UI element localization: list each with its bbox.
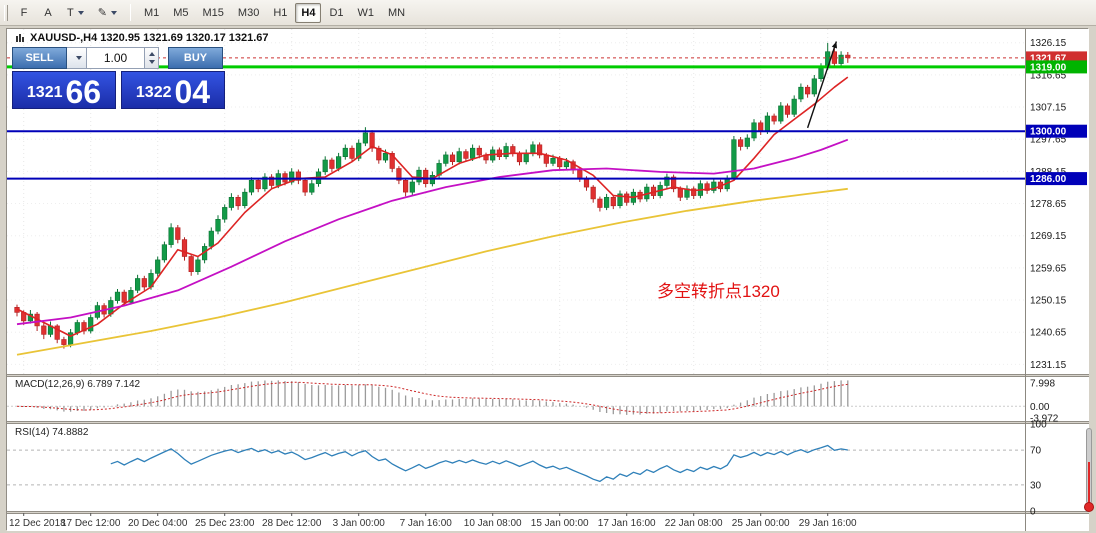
toolbar-separator xyxy=(129,4,131,21)
timeframe-w1-button[interactable]: W1 xyxy=(352,3,381,23)
svg-text:1300.00: 1300.00 xyxy=(1030,127,1067,138)
tool-text-label: T xyxy=(67,6,74,19)
chevron-down-icon xyxy=(75,56,82,60)
pencil-icon: ✎ xyxy=(97,7,107,19)
candlestick-chart-icon xyxy=(16,34,24,42)
tool-draw-button[interactable]: ✎ xyxy=(92,3,123,23)
sell-price-pips: 66 xyxy=(65,73,102,110)
sell-price-display[interactable]: 1321 66 xyxy=(12,71,116,109)
svg-text:100: 100 xyxy=(1030,420,1047,431)
chart-window: 1326.151316.651307.151297.651288.151278.… xyxy=(6,28,1089,531)
svg-text:1297.65: 1297.65 xyxy=(1030,135,1067,146)
timeframe-h1-button[interactable]: H1 xyxy=(267,3,293,23)
svg-text:17 Jan 16:00: 17 Jan 16:00 xyxy=(598,518,656,529)
svg-text:1250.15: 1250.15 xyxy=(1030,296,1067,307)
svg-text:70: 70 xyxy=(1030,446,1042,457)
svg-text:1316.65: 1316.65 xyxy=(1030,70,1067,81)
svg-text:28 Dec 12:00: 28 Dec 12:00 xyxy=(262,518,322,529)
svg-text:22 Jan 08:00: 22 Jan 08:00 xyxy=(665,518,723,529)
svg-text:7 Jan 16:00: 7 Jan 16:00 xyxy=(400,518,453,529)
svg-text:1278.65: 1278.65 xyxy=(1030,199,1067,210)
sell-price-main: 1321 xyxy=(26,84,63,101)
buy-price-main: 1322 xyxy=(135,84,172,101)
timeframe-m5-button[interactable]: M5 xyxy=(167,3,194,23)
sell-button[interactable]: SELL xyxy=(12,47,67,69)
svg-text:1286.00: 1286.00 xyxy=(1030,174,1067,185)
svg-text:10 Jan 08:00: 10 Jan 08:00 xyxy=(464,518,522,529)
panel-spacer xyxy=(159,47,168,69)
svg-text:17 Dec 12:00: 17 Dec 12:00 xyxy=(61,518,121,529)
timeframe-h4-button[interactable]: H4 xyxy=(295,2,322,23)
top-toolbar: F A T ✎ M1 M5 M15 M30 H1 H4 D1 W1 MN xyxy=(0,0,1096,26)
svg-text:29 Jan 16:00: 29 Jan 16:00 xyxy=(799,518,857,529)
svg-text:1319.00: 1319.00 xyxy=(1030,62,1067,73)
svg-text:7.998: 7.998 xyxy=(1030,378,1055,389)
tool-text-button[interactable]: T xyxy=(61,3,90,23)
timeframe-d1-button[interactable]: D1 xyxy=(323,3,349,23)
buy-button[interactable]: BUY xyxy=(168,47,223,69)
svg-text:20 Dec 04:00: 20 Dec 04:00 xyxy=(128,518,188,529)
svg-text:1231.15: 1231.15 xyxy=(1030,360,1067,371)
rsi-pane-label: RSI(14) 74.8882 xyxy=(15,427,89,438)
chevron-down-icon xyxy=(77,10,84,15)
chevron-down-icon xyxy=(148,60,155,64)
chart-title-text: XAUUSD-,H4 1320.95 1321.69 1320.17 1321.… xyxy=(30,32,269,44)
thermometer-bulb xyxy=(1084,502,1094,512)
tool-fibonacci-button[interactable]: F xyxy=(13,3,35,23)
buy-price-display[interactable]: 1322 04 xyxy=(121,71,225,109)
timeframe-m15-button[interactable]: M15 xyxy=(197,3,230,23)
timeframe-m30-button[interactable]: M30 xyxy=(232,3,265,23)
volume-dropdown[interactable] xyxy=(67,47,87,69)
svg-text:1326.15: 1326.15 xyxy=(1030,38,1067,49)
svg-text:15 Jan 00:00: 15 Jan 00:00 xyxy=(531,518,589,529)
svg-text:12 Dec 2018: 12 Dec 2018 xyxy=(9,518,66,529)
timeframe-m1-button[interactable]: M1 xyxy=(138,3,165,23)
toolbar-grip[interactable] xyxy=(4,4,8,21)
timeframe-mn-button[interactable]: MN xyxy=(382,3,411,23)
tool-arrow-button[interactable]: A xyxy=(37,3,59,23)
svg-text:3 Jan 00:00: 3 Jan 00:00 xyxy=(333,518,386,529)
price-chart-canvas[interactable]: 1326.151316.651307.151297.651288.151278.… xyxy=(7,29,1089,531)
chart-title: XAUUSD-,H4 1320.95 1321.69 1320.17 1321.… xyxy=(15,32,269,44)
thermometer-gauge xyxy=(1083,428,1095,516)
svg-text:1240.65: 1240.65 xyxy=(1030,328,1067,339)
svg-text:1259.65: 1259.65 xyxy=(1030,263,1067,274)
svg-text:-3.972: -3.972 xyxy=(1030,414,1059,425)
svg-text:1307.15: 1307.15 xyxy=(1030,103,1067,114)
chart-annotation-text: 多空转折点1320 xyxy=(657,282,780,301)
chevron-down-icon xyxy=(110,10,117,15)
volume-stepper[interactable] xyxy=(145,47,159,69)
svg-text:25 Jan 00:00: 25 Jan 00:00 xyxy=(732,518,790,529)
volume-input[interactable] xyxy=(87,47,145,69)
svg-text:0: 0 xyxy=(1030,507,1036,518)
one-click-trading-panel: SELL BUY 1321 66 1322 04 xyxy=(12,47,228,109)
buy-price-pips: 04 xyxy=(174,73,211,110)
svg-text:25 Dec 23:00: 25 Dec 23:00 xyxy=(195,518,255,529)
svg-text:30: 30 xyxy=(1030,480,1042,491)
svg-text:1269.15: 1269.15 xyxy=(1030,231,1067,242)
svg-text:1321.67: 1321.67 xyxy=(1030,53,1067,64)
thermometer-fill xyxy=(1088,462,1090,504)
macd-pane-label: MACD(12,26,9) 6.789 7.142 xyxy=(15,379,141,390)
svg-text:0.00: 0.00 xyxy=(1030,402,1050,413)
chevron-up-icon xyxy=(148,52,155,56)
